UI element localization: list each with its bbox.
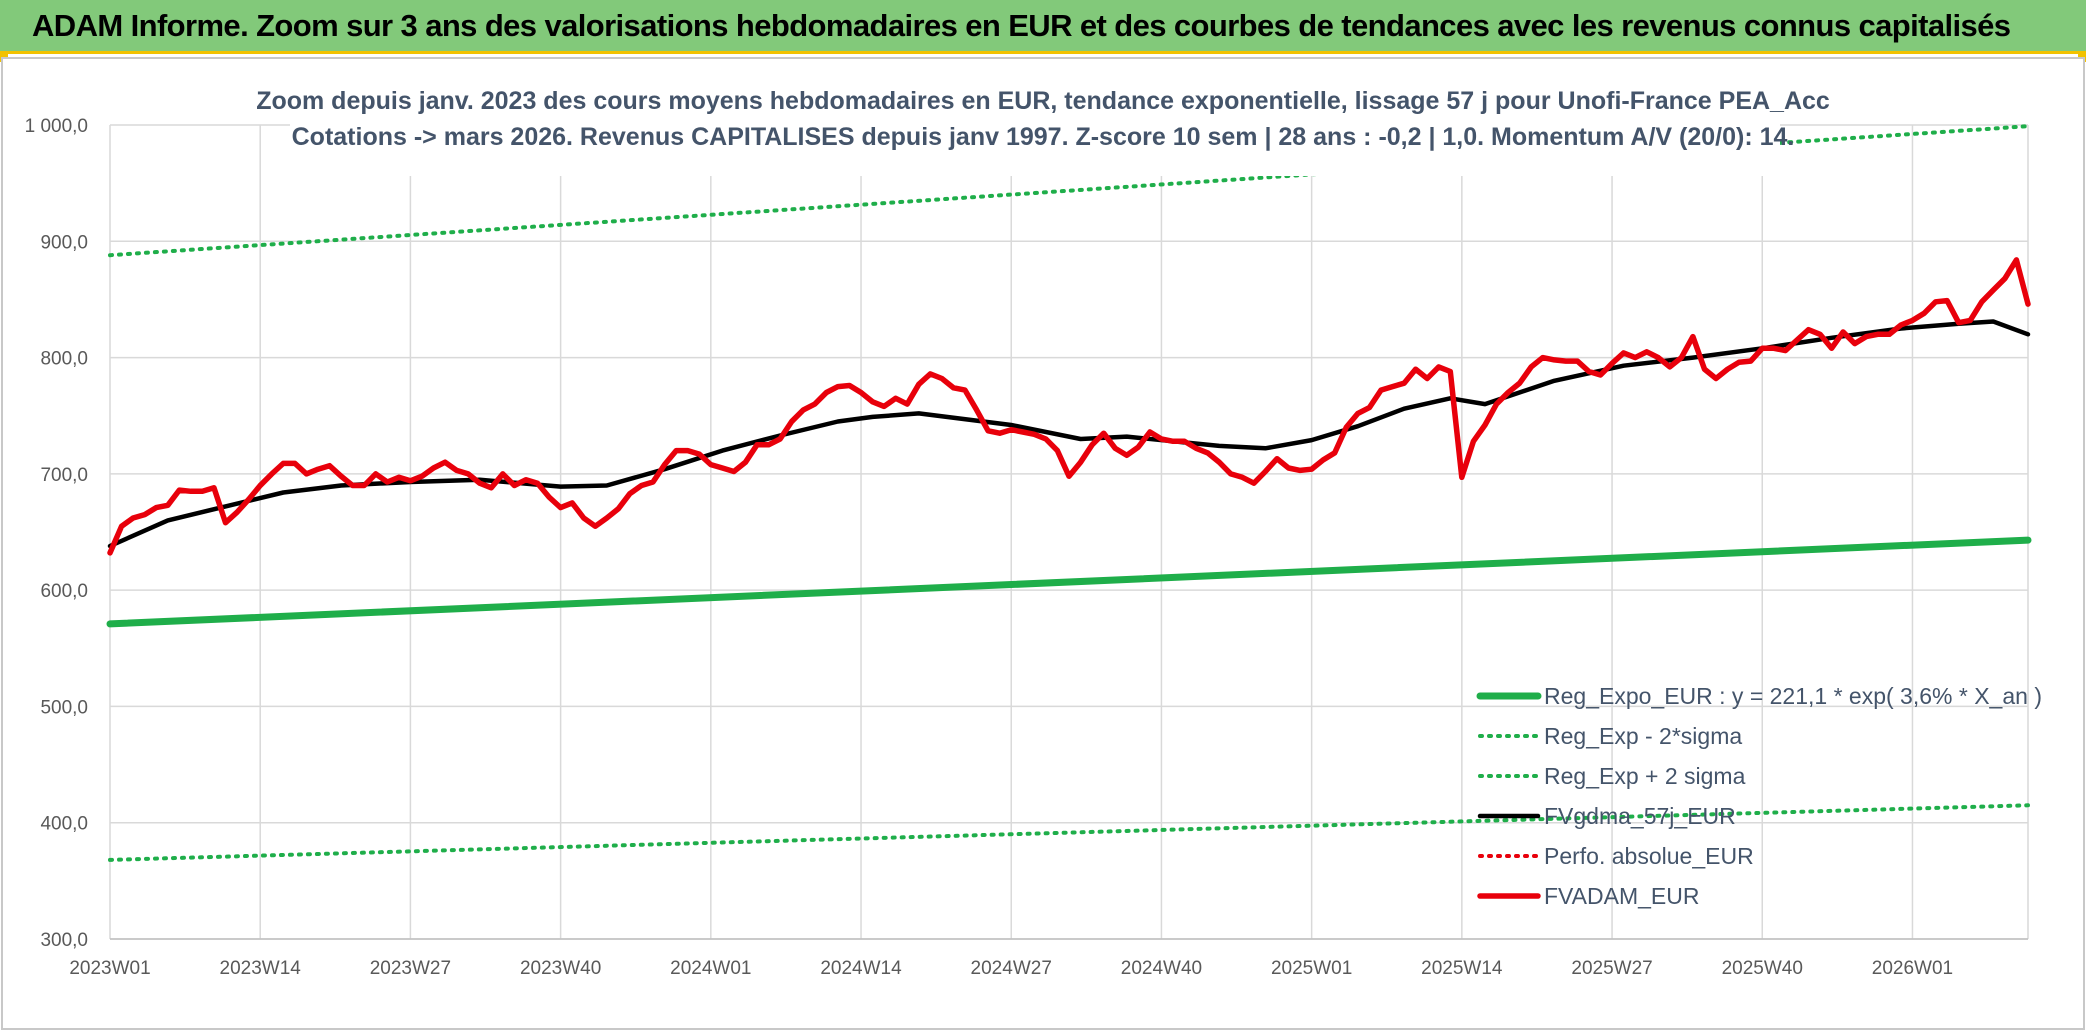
x-tick-label: 2023W40 xyxy=(520,958,601,979)
x-tick-label: 2024W14 xyxy=(820,958,902,979)
report-banner: ADAM Informe. Zoom sur 3 ans des valoris… xyxy=(0,0,2086,54)
y-tick-label: 700,0 xyxy=(40,465,88,486)
x-tick-label: 2024W40 xyxy=(1121,958,1202,979)
x-tick-label: 2024W01 xyxy=(670,958,751,979)
x-tick-label: 2025W01 xyxy=(1271,958,1352,979)
y-tick-label: 300,0 xyxy=(40,930,88,951)
y-tick-label: 1 000,0 xyxy=(25,116,88,137)
x-axis-ticks: 2023W01 2023W14 2023W27 2023W40 2024W01 2024W… xyxy=(69,958,1953,979)
chart-title-box xyxy=(290,78,1780,176)
y-tick-label: 800,0 xyxy=(40,349,88,370)
x-tick-label: 2023W01 xyxy=(69,958,150,979)
x-tick-label: 2025W14 xyxy=(1421,958,1503,979)
chart-title-line1: Zoom depuis janv. 2023 des cours moyens … xyxy=(256,87,1830,115)
x-tick-label: 2023W14 xyxy=(220,958,302,979)
chart-border xyxy=(1,57,2085,1030)
y-tick-label: 500,0 xyxy=(40,697,88,718)
y-tick-label: 900,0 xyxy=(40,232,88,253)
legend-label: FVADAM_EUR xyxy=(1544,883,1700,909)
legend-label: Reg_Exp + 2 sigma xyxy=(1544,763,1746,789)
line-chart: 300,0 400,0 500,0 600,0 700,0 800,0 900,0 1 000… xyxy=(1,57,2085,1030)
x-tick-label: 2025W27 xyxy=(1571,958,1652,979)
x-tick-label: 2023W27 xyxy=(370,958,451,979)
y-axis-ticks: 300,0 400,0 500,0 600,0 700,0 800,0 900,0 1 000… xyxy=(25,116,88,951)
report-title: ADAM Informe. Zoom sur 3 ans des valoris… xyxy=(32,8,2011,43)
y-tick-label: 400,0 xyxy=(40,814,88,835)
chart-title-line2: Cotations -> mars 2026. Revenus CAPITALI… xyxy=(292,123,1795,151)
x-tick-label: 2026W01 xyxy=(1872,958,1953,979)
x-tick-label: 2024W27 xyxy=(971,958,1052,979)
series-line-3 xyxy=(107,319,2031,549)
legend-label: FVgdma_57j_EUR xyxy=(1544,803,1736,829)
legend-label: Reg_Exp - 2*sigma xyxy=(1544,723,1742,749)
legend: Reg_Expo_EUR : y = 221,1 * exp( 3,6% * X… xyxy=(1476,683,2042,909)
y-tick-label: 600,0 xyxy=(40,581,88,602)
x-tick-label: 2025W40 xyxy=(1722,958,1803,979)
series-line-0 xyxy=(106,536,2032,628)
legend-label: Reg_Expo_EUR : y = 221,1 * exp( 3,6% * X… xyxy=(1544,683,2042,709)
chart-frame: 300,0 400,0 500,0 600,0 700,0 800,0 900,0 1 000… xyxy=(0,56,2086,1031)
legend-label: Perfo. absolue_EUR xyxy=(1544,843,1754,869)
series-line-5 xyxy=(107,257,2031,556)
